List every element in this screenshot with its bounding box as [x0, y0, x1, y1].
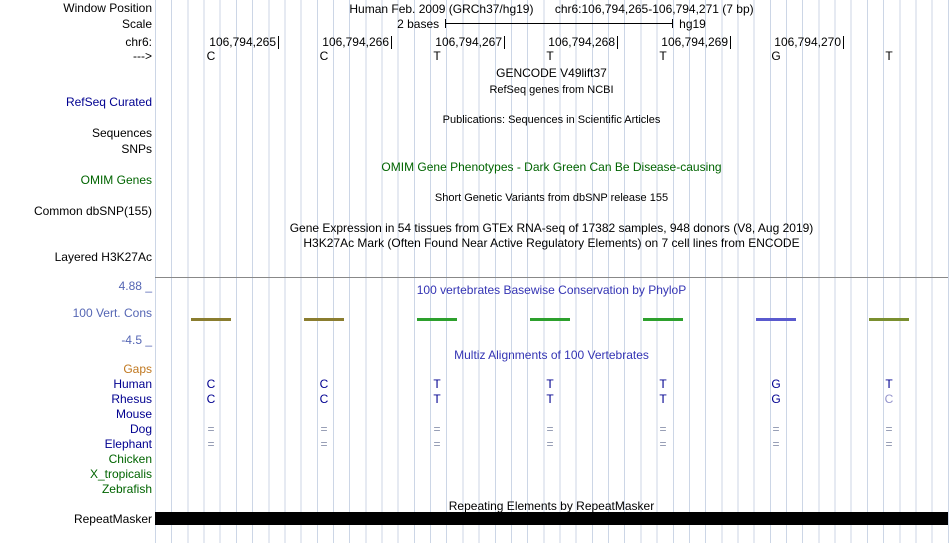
- track-label-common-dbsnp[interactable]: Common dbSNP(155): [33, 204, 152, 218]
- track-label-snps[interactable]: SNPs: [121, 142, 152, 156]
- assembly-title: Human Feb. 2009 (GRCh37/hg19): [349, 2, 534, 16]
- track-center-label-gtex[interactable]: Gene Expression in 54 tissues from GTEx …: [289, 221, 814, 235]
- species-label-dog[interactable]: Dog: [129, 422, 152, 436]
- align-cell-rhesus: C: [884, 392, 894, 406]
- species-label-chicken[interactable]: Chicken: [108, 452, 152, 466]
- species-label-x-tropicalis[interactable]: X_tropicalis: [89, 467, 152, 481]
- scale-track: 2 bases hg19: [155, 16, 948, 31]
- species-label-mouse[interactable]: Mouse: [115, 407, 152, 421]
- phylop-mark: [643, 318, 683, 321]
- track-center-label-gencode[interactable]: GENCODE V49lift37: [496, 66, 607, 80]
- align-cell-elephant: =: [433, 437, 441, 451]
- track-label-100-vert-cons[interactable]: 100 Vert. Cons: [72, 306, 152, 320]
- align-cell-elephant: =: [772, 437, 780, 451]
- track-center-label-publications[interactable]: Publications: Sequences in Scientific Ar…: [442, 114, 661, 126]
- position-header: Human Feb. 2009 (GRCh37/hg19) chr6:106,7…: [155, 2, 948, 16]
- coordinate-label: 106,794,267: [391, 36, 505, 49]
- coordinate-label: 106,794,269: [617, 36, 731, 49]
- cons-min-label: -4.5 _: [121, 333, 152, 347]
- species-label-zebrafish[interactable]: Zebrafish: [101, 482, 152, 496]
- base-letter: G: [771, 49, 781, 63]
- scale-value-label: 2 bases: [397, 16, 440, 31]
- align-cell-rhesus: C: [206, 392, 216, 406]
- scale-genome-label: hg19: [679, 16, 706, 31]
- coordinate-label: 106,794,266: [278, 36, 392, 49]
- align-cell-elephant: =: [659, 437, 667, 451]
- phylop-mark: [530, 318, 570, 321]
- align-cell-human: T: [433, 377, 441, 391]
- align-cell-elephant: =: [885, 437, 893, 451]
- align-cell-dog: =: [207, 422, 215, 436]
- align-cell-elephant: =: [207, 437, 215, 451]
- base-letter: T: [433, 49, 441, 63]
- align-cell-dog: =: [546, 422, 554, 436]
- base-letter: C: [206, 49, 216, 63]
- align-cell-rhesus: C: [319, 392, 329, 406]
- align-cell-human: T: [659, 377, 667, 391]
- track-center-label-multiz[interactable]: Multiz Alignments of 100 Vertebrates: [454, 348, 649, 362]
- align-cell-elephant: =: [320, 437, 328, 451]
- align-cell-dog: =: [320, 422, 328, 436]
- align-cell-dog: =: [433, 422, 441, 436]
- phylop-mark: [417, 318, 457, 321]
- track-label-refseq-curated[interactable]: RefSeq Curated: [65, 95, 152, 109]
- label-scale: Scale: [121, 17, 152, 31]
- label-window-position: Window Position: [63, 1, 152, 15]
- align-cell-rhesus: T: [546, 392, 554, 406]
- track-grid-background: [155, 0, 949, 543]
- base-letter: T: [659, 49, 667, 63]
- track-label-sequences[interactable]: Sequences: [91, 126, 152, 140]
- scale-bar: [445, 19, 674, 28]
- align-cell-elephant: =: [546, 437, 554, 451]
- phylop-mark: [869, 318, 909, 321]
- align-cell-dog: =: [659, 422, 667, 436]
- track-label-omim-genes[interactable]: OMIM Genes: [80, 173, 152, 187]
- align-cell-human: C: [319, 377, 329, 391]
- species-label-elephant[interactable]: Elephant: [104, 437, 152, 451]
- track-center-label-omim[interactable]: OMIM Gene Phenotypes - Dark Green Can Be…: [381, 160, 722, 174]
- align-cell-rhesus: T: [433, 392, 441, 406]
- track-sublabel-dbsnp[interactable]: Short Genetic Variants from dbSNP releas…: [434, 192, 669, 204]
- align-cell-human: T: [546, 377, 554, 391]
- label-strand: --->: [133, 49, 152, 63]
- track-label-gaps[interactable]: Gaps: [123, 362, 152, 376]
- align-cell-human: T: [885, 377, 893, 391]
- coordinate-label: 106,794,270: [730, 36, 844, 49]
- cons-max-label: 4.88 _: [118, 279, 152, 293]
- label-chrom: chr6:: [125, 35, 152, 49]
- track-sublabel-refseq[interactable]: RefSeq genes from NCBI: [489, 84, 614, 96]
- track-center-label-repeatmasker[interactable]: Repeating Elements by RepeatMasker: [448, 499, 655, 513]
- repeatmasker-bar[interactable]: [155, 512, 948, 525]
- track-center-label-h3k27ac[interactable]: H3K27Ac Mark (Often Found Near Active Re…: [303, 236, 800, 250]
- species-label-human[interactable]: Human: [113, 377, 152, 391]
- base-letter: C: [319, 49, 329, 63]
- track-label-repeatmasker[interactable]: RepeatMasker: [73, 512, 152, 526]
- align-cell-dog: =: [885, 422, 893, 436]
- base-letter: T: [885, 49, 893, 63]
- species-label-rhesus[interactable]: Rhesus: [111, 392, 152, 406]
- base-letter: T: [546, 49, 554, 63]
- align-cell-rhesus: T: [659, 392, 667, 406]
- align-cell-human: G: [771, 377, 781, 391]
- align-cell-rhesus: G: [771, 392, 781, 406]
- phylop-mark: [756, 318, 796, 321]
- align-cell-human: C: [206, 377, 216, 391]
- align-cell-dog: =: [772, 422, 780, 436]
- phylop-mark: [304, 318, 344, 321]
- track-center-label-phylop[interactable]: 100 vertebrates Basewise Conservation by…: [416, 283, 687, 297]
- coordinate-label: 106,794,268: [504, 36, 618, 49]
- coordinate-label: 106,794,265: [165, 36, 279, 49]
- phylop-mark: [191, 318, 231, 321]
- track-separator: [155, 277, 948, 278]
- position-range: chr6:106,794,265-106,794,271 (7 bp): [554, 2, 754, 16]
- track-label-layered-h3k27ac[interactable]: Layered H3K27Ac: [54, 250, 152, 264]
